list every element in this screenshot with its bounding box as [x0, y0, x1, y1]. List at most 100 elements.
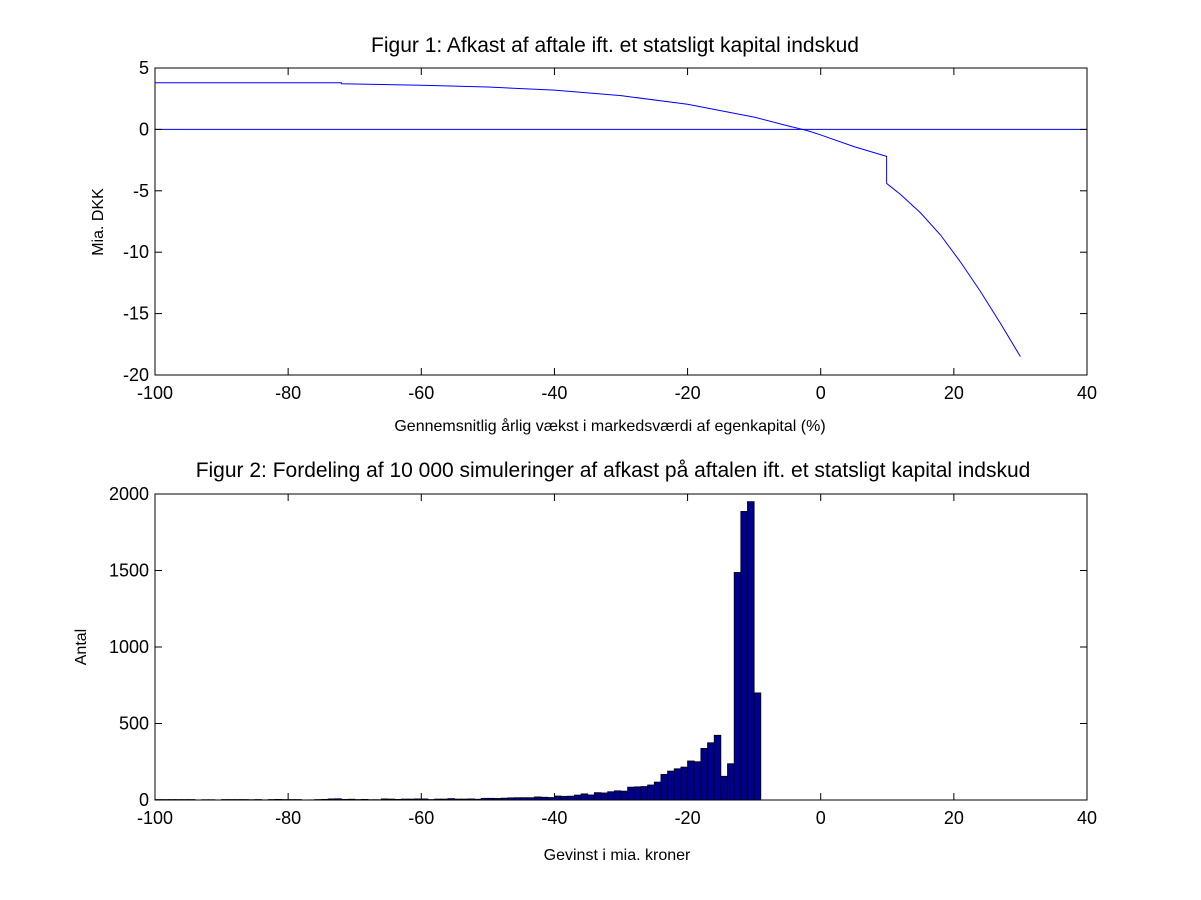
chart1-y-axis-label: Mia. DKK	[90, 188, 107, 256]
histogram-bar	[647, 784, 655, 801]
histogram-bar	[487, 797, 495, 801]
histogram-bar	[633, 786, 642, 801]
chart2-y-axis-label: Antal	[73, 629, 90, 665]
histogram-bar	[747, 501, 755, 801]
histogram-bar	[414, 798, 422, 801]
x-tick-label: -80	[275, 808, 301, 828]
histogram-bar	[733, 572, 742, 801]
histogram-bar	[627, 786, 635, 801]
chart2-plot-frame	[154, 493, 1088, 801]
chart1-x-axis: -100 -80 -60 -40 -20 0 20 40	[137, 68, 1097, 403]
histogram-bar	[500, 797, 509, 801]
x-tick-label: -20	[675, 808, 701, 828]
x-tick-label: -60	[408, 808, 434, 828]
y-tick-label: -20	[123, 365, 149, 385]
histogram-bar	[514, 797, 522, 801]
chart2-x-axis-label: Gevinst i mia. kroner	[544, 847, 691, 864]
y-tick-label: 5	[139, 58, 149, 78]
histogram-bar	[334, 798, 342, 801]
x-tick-label: 40	[1077, 808, 1097, 828]
histogram-bar	[547, 797, 555, 801]
histogram-bar	[600, 792, 609, 801]
x-tick-label: 0	[816, 383, 826, 403]
x-tick-label: -60	[408, 383, 434, 403]
chart2-y-axis: 2000 1500 1000 500 0	[109, 484, 1087, 810]
x-tick-label: 20	[944, 383, 964, 403]
histogram-bar	[440, 798, 449, 801]
y-tick-label: 1000	[109, 637, 149, 657]
x-tick-label: 40	[1077, 383, 1097, 403]
histogram-bar	[707, 742, 715, 801]
histogram-bar	[494, 798, 502, 801]
histogram-bar	[587, 794, 595, 801]
histogram-bar	[434, 798, 442, 801]
histogram-bar	[567, 795, 575, 801]
y-tick-label: 2000	[109, 484, 149, 504]
histogram-bar	[593, 792, 602, 801]
chart2-title: Figur 2: Fordeling af 10 000 simuleringe…	[196, 459, 1031, 482]
histogram-bar	[653, 781, 662, 801]
x-tick-label: -40	[541, 808, 567, 828]
histogram-bar	[520, 797, 529, 801]
histogram-bar	[700, 748, 708, 801]
histogram-bar	[727, 763, 735, 801]
histogram-bar	[687, 760, 695, 801]
histogram-bar	[720, 775, 728, 801]
histogram-bar	[660, 774, 669, 801]
histogram-bar	[394, 798, 402, 801]
histogram-bar	[680, 766, 688, 801]
chart2-x-axis: -100 -80 -60 -40 -20 0 20 40	[137, 494, 1097, 828]
chart1-title: Figur 1: Afkast af aftale ift. et statsl…	[371, 34, 859, 57]
histogram-bar	[753, 692, 762, 801]
histogram-bar	[507, 797, 515, 801]
histogram-bar	[460, 798, 469, 801]
histogram-bar	[554, 795, 562, 801]
histogram-bar	[667, 770, 675, 801]
histogram-bar	[673, 768, 682, 801]
chart1-marks	[155, 82, 1087, 357]
chart1-y-axis: 5 0 -5 -10 -15 -20	[123, 58, 1087, 385]
histogram-bar	[321, 798, 329, 801]
histogram-bar	[380, 798, 389, 801]
y-tick-label: 500	[119, 714, 149, 734]
x-tick-label: -100	[137, 808, 173, 828]
histogram-bar	[447, 798, 455, 801]
histogram-bar	[607, 791, 615, 801]
histogram-bar	[360, 798, 369, 801]
x-tick-label: -20	[675, 383, 701, 403]
chart1-plot-frame	[154, 67, 1088, 376]
histogram-bar	[474, 798, 482, 801]
histogram-bar	[560, 795, 569, 801]
histogram-bar	[534, 796, 542, 801]
histogram-bar	[574, 794, 582, 801]
histogram-bar	[740, 511, 748, 801]
histogram-bar	[693, 761, 702, 801]
y-tick-label: -15	[123, 304, 149, 324]
histogram-bar	[407, 798, 416, 801]
histogram-bar	[640, 786, 649, 801]
histogram-bar	[340, 798, 349, 801]
y-tick-label: 1500	[109, 561, 149, 581]
x-tick-label: -40	[541, 383, 567, 403]
y-tick-label: -10	[123, 242, 149, 262]
y-tick-label: 0	[139, 790, 149, 810]
histogram-bar	[274, 798, 282, 801]
x-tick-label: -80	[275, 383, 301, 403]
histogram-bar	[387, 798, 396, 801]
histogram-bar	[540, 796, 549, 801]
histogram-bar	[400, 798, 409, 801]
y-tick-label: -5	[133, 181, 149, 201]
histogram-bar	[467, 798, 475, 801]
histogram-bar	[454, 798, 462, 801]
histogram-chart: Figur 2: Fordeling af 10 000 simuleringe…	[73, 459, 1097, 864]
x-tick-label: 0	[816, 808, 826, 828]
chart2-marks	[154, 501, 762, 801]
histogram-bar	[327, 798, 336, 801]
histogram-bar	[527, 797, 535, 801]
y-tick-label: 0	[139, 119, 149, 139]
x-tick-label: -100	[137, 383, 173, 403]
chart1-x-axis-label: Gennemsnitlig årlig vækst i markedsværdi…	[394, 417, 825, 435]
histogram-bar	[580, 793, 589, 801]
histogram-bar	[347, 798, 356, 801]
